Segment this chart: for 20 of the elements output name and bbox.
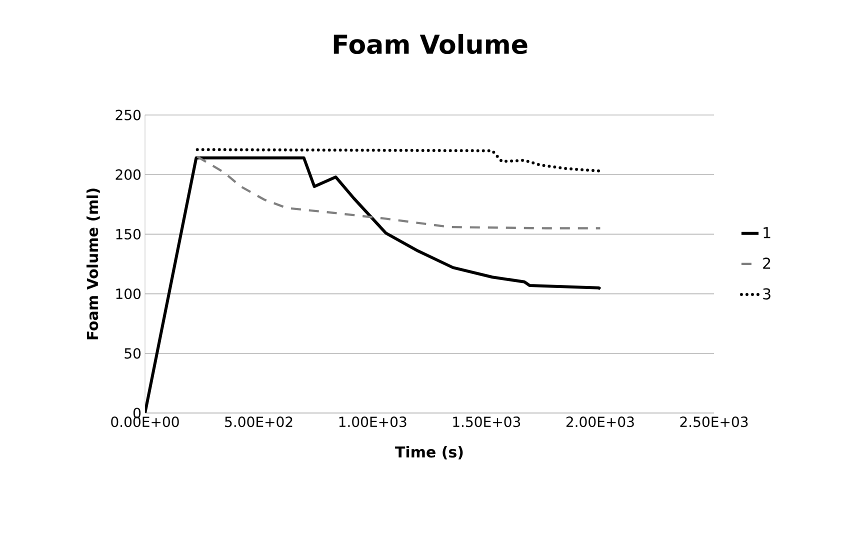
y-tick-label: 250 bbox=[116, 110, 141, 120]
y-tick-label: 150 bbox=[116, 228, 141, 240]
line-series bbox=[145, 156, 602, 413]
x-tick-label: 0.00E+00 bbox=[111, 416, 179, 428]
legend-label: 2 bbox=[763, 258, 770, 269]
legend-label: 1 bbox=[764, 227, 770, 238]
x-tick-label: 2.00E+03 bbox=[566, 416, 634, 428]
y-tick-label: 200 bbox=[116, 169, 141, 180]
y-tick-label: 100 bbox=[116, 288, 141, 300]
y-tick-label: 50 bbox=[124, 348, 141, 359]
x-tick-label: 5.00E+02 bbox=[225, 416, 292, 428]
x-tick-label: 2.50E+03 bbox=[680, 416, 748, 428]
chart-title: Foam Volume bbox=[334, 34, 528, 54]
legend-label: 3 bbox=[763, 288, 770, 300]
x-axis-title: Time (s) bbox=[395, 446, 463, 460]
line-series bbox=[196, 148, 602, 173]
x-tick-label: 1.50E+03 bbox=[453, 416, 520, 428]
line-series bbox=[196, 156, 602, 230]
y-axis-title: Foam Volume (ml) bbox=[86, 188, 100, 340]
x-tick-label: 1.00E+03 bbox=[339, 416, 406, 428]
